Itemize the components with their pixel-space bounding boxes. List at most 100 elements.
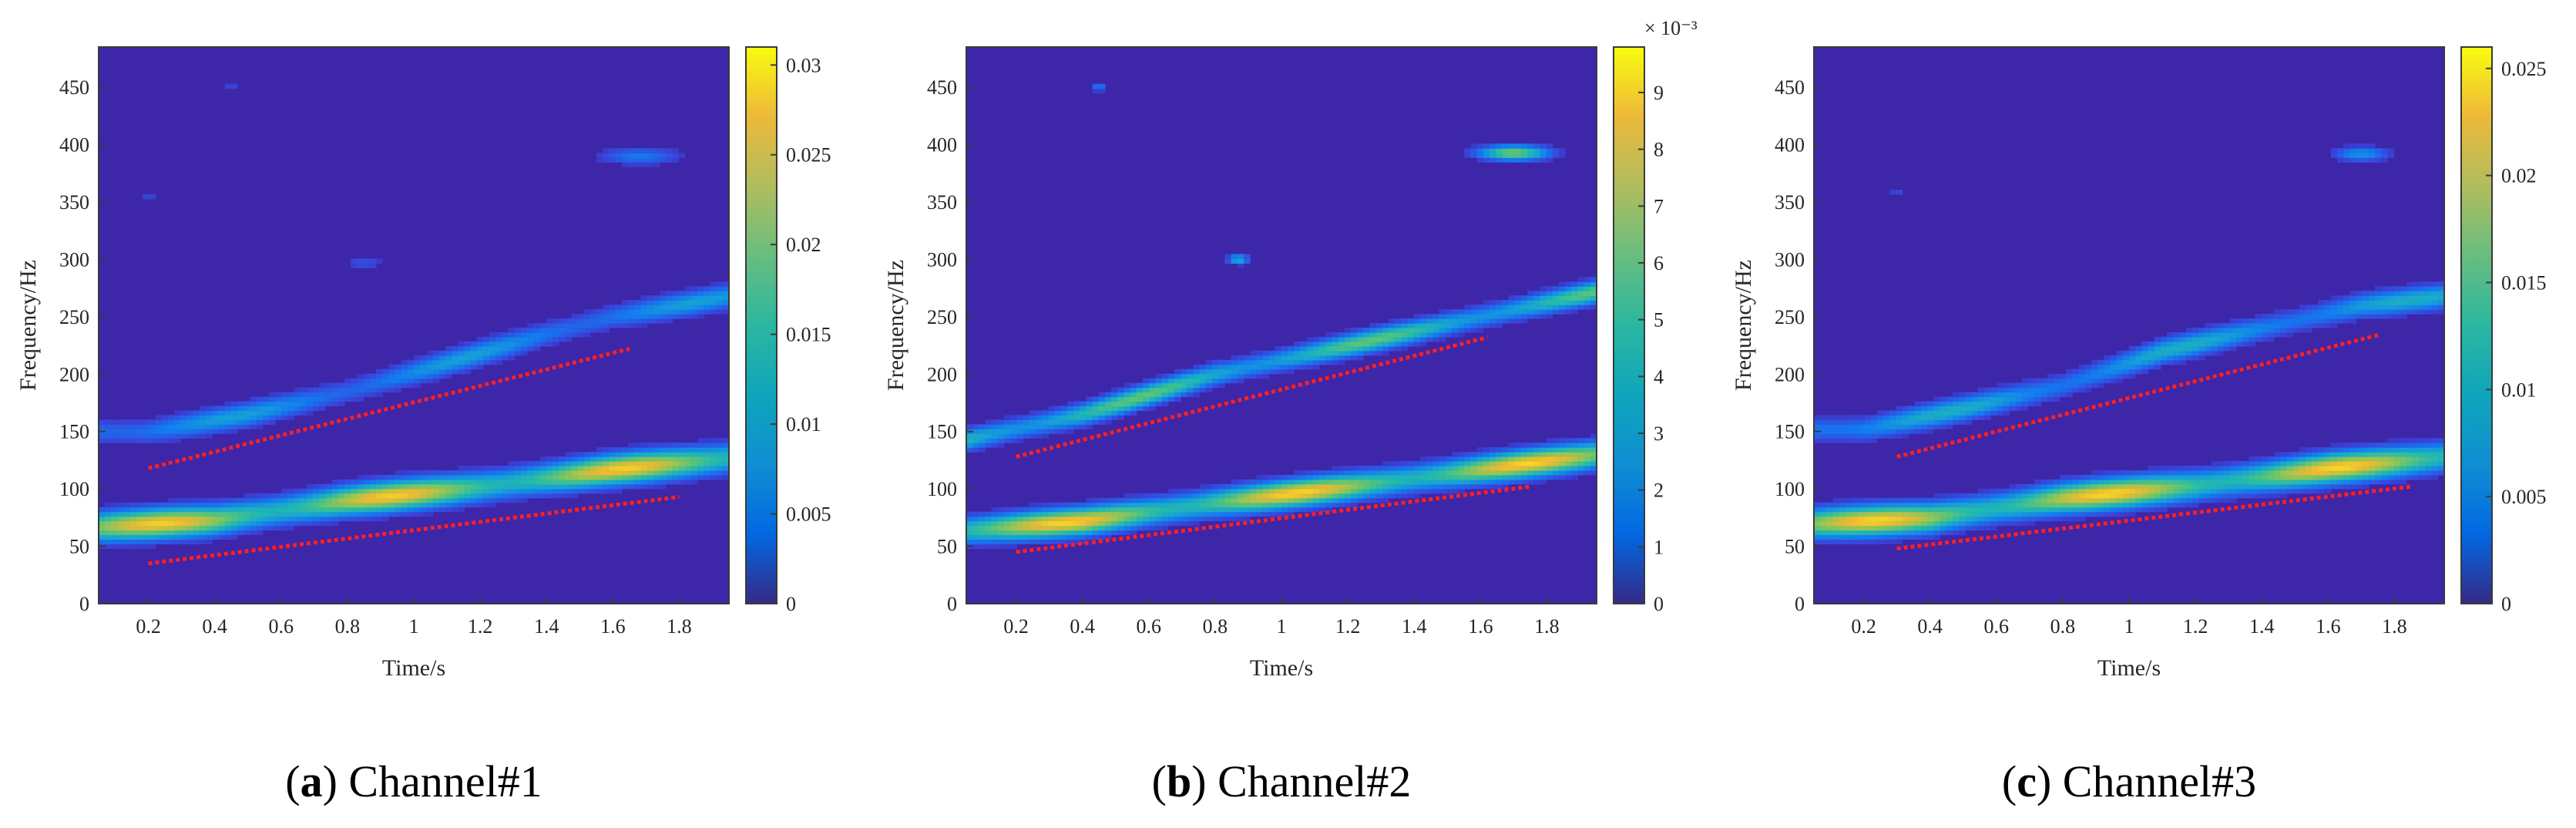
panel-b-spectro-cell <box>979 511 986 517</box>
panel-a-spectro-cell <box>250 406 257 411</box>
panel-c-spectro-cell <box>2330 443 2338 448</box>
panel-c-spectro-cell <box>1921 424 1928 429</box>
panel-a-y-tick-label: 300 <box>59 248 89 271</box>
panel-a-spectro-cell <box>143 429 150 434</box>
panel-a-spectro-cell <box>634 153 642 158</box>
panel-c-spectro-cell <box>1832 534 1840 540</box>
panel-c-spectro-cell <box>2167 341 2174 347</box>
panel-c-spectro-cell <box>2425 291 2433 296</box>
panel-b-spectro-cell <box>1212 369 1219 375</box>
panel-b-spectro-cell <box>1218 497 1225 503</box>
panel-a-spectro-cell <box>206 429 213 434</box>
panel-c-spectro-cell <box>2122 502 2130 508</box>
panel-c-spectro-cell <box>2336 465 2344 471</box>
panel-b-spectro-cell <box>1023 429 1030 434</box>
panel-a-spectro-cell <box>331 516 339 522</box>
panel-c-spectro-cell <box>1971 406 1979 411</box>
panel-c-spectro-cell <box>2135 355 2142 361</box>
panel-b-spectro-cell <box>1237 516 1244 522</box>
panel-a-spectro-cell <box>590 479 597 485</box>
panel-c-spectro-cell <box>2393 291 2401 296</box>
panel-c-spectro-cell <box>2015 406 2023 411</box>
panel-c-spectro-cell <box>2356 470 2363 476</box>
panel-c-spectro-cell <box>2349 318 2357 324</box>
panel-a-spectro-cell <box>382 511 389 517</box>
panel-b-spectro-cell <box>1350 336 1358 342</box>
panel-b-spectro-cell <box>1546 461 1553 466</box>
panel-b-spectro-cell <box>1256 359 1264 365</box>
panel-b-spectro-cell <box>1098 530 1106 536</box>
panel-c-spectro-cell <box>2368 300 2376 305</box>
panel-b-spectro-cell <box>1212 507 1219 513</box>
panel-c-spectro-cell <box>2249 493 2256 499</box>
panel-c-spectro-cell <box>2324 309 2332 315</box>
panel-a-spectro-cell <box>596 474 603 480</box>
panel-b-spectro-cell <box>1312 470 1320 476</box>
panel-b-spectro-cell <box>1375 327 1383 333</box>
panel-c-spectro-cell <box>2072 483 2080 490</box>
panel-c-spectro-cell <box>2110 483 2118 490</box>
panel-b-spectro-cell <box>966 530 973 536</box>
panel-b-spectro-cell <box>1445 327 1453 333</box>
panel-a-spectro-cell <box>452 488 458 494</box>
panel-b-spectro-cell <box>1312 364 1320 370</box>
panel-b-spectro-cell <box>972 530 979 536</box>
panel-a-spectro-cell <box>716 452 724 457</box>
panel-a-spectro-cell <box>199 419 207 425</box>
panel-b-spectro-cell <box>972 516 979 522</box>
panel-b-spectro-cell <box>1439 318 1446 324</box>
panel-b-spectro-cell <box>1193 387 1201 393</box>
panel-b-x-tick-label: 0.4 <box>1070 615 1095 638</box>
panel-b-spectro-cell <box>1514 318 1522 324</box>
panel-a-spectro-cell <box>212 424 220 429</box>
panel-c-spectro-cell <box>2375 447 2382 453</box>
panel-a-spectro-cell <box>722 291 730 296</box>
panel-c-spectro-cell <box>2040 516 2048 522</box>
panel-c-spectro-cell <box>1820 419 1827 425</box>
panel-a-spectro-cell <box>559 327 566 333</box>
panel-b-spectro-cell <box>1086 525 1093 531</box>
panel-b-spectro-cell <box>1584 456 1591 462</box>
panel-b-spectro-cell <box>1205 511 1213 517</box>
panel-b-spectro-cell <box>1294 474 1301 480</box>
panel-c-spectro-cell <box>1814 520 1821 527</box>
panel-a-spectro-cell <box>129 525 137 531</box>
panel-a-spectro-cell <box>577 327 585 333</box>
panel-b-spectro-cell <box>1130 401 1137 407</box>
panel-c-spectro-cell <box>1845 438 1852 443</box>
panel-c-spectro-cell <box>2343 305 2350 310</box>
panel-c-spectro-cell <box>1858 424 1866 429</box>
panel-a-spectro-cell <box>684 300 692 305</box>
panel-c-spectro-cell <box>2393 305 2401 310</box>
panel-c-spectro-cell <box>2179 493 2187 499</box>
panel-c-spectro-cell <box>1832 433 1840 439</box>
panel-a-spectro-cell <box>722 438 730 443</box>
panel-a-spectro-cell <box>621 465 629 471</box>
panel-c-spectro-cell <box>1927 497 1935 503</box>
panel-c-spectro-cell <box>1845 539 1852 545</box>
panel-c-spectro-cell <box>2299 323 2306 328</box>
panel-c-spectro-cell <box>2249 318 2256 324</box>
panel-b-spectro-cell <box>1426 479 1433 485</box>
panel-a-spectro-cell <box>640 148 648 153</box>
panel-b-spectro-cell <box>1483 479 1490 485</box>
panel-b-spectro-cell <box>1413 493 1421 499</box>
panel-c-spectro-cell <box>1852 539 1859 545</box>
panel-c-spectro-cell <box>2028 516 2035 522</box>
panel-c-spectro-cell <box>2084 369 2092 375</box>
panel-b-spectro-cell <box>1470 479 1478 485</box>
panel-b-spectro-cell <box>1155 392 1163 398</box>
panel-a-spectro-cell <box>647 314 654 319</box>
panel-c-spectro-cell <box>2078 378 2086 384</box>
panel-c-spectro-cell <box>2393 474 2401 480</box>
panel-c-spectro-cell <box>2267 336 2275 342</box>
panel-b-spectro-cell <box>1161 387 1169 393</box>
panel-c-spectro-cell <box>1971 396 1979 402</box>
panel-a-colorbar-tick-label: 0.005 <box>786 503 831 526</box>
panel-c-spectro-cell <box>1908 534 1916 540</box>
panel-c-spectro-cell <box>2280 470 2288 476</box>
panel-a-spectro-cell <box>527 465 535 471</box>
panel-b-spectro-cell <box>1419 314 1427 319</box>
panel-b-spectro-cell <box>1042 415 1049 420</box>
